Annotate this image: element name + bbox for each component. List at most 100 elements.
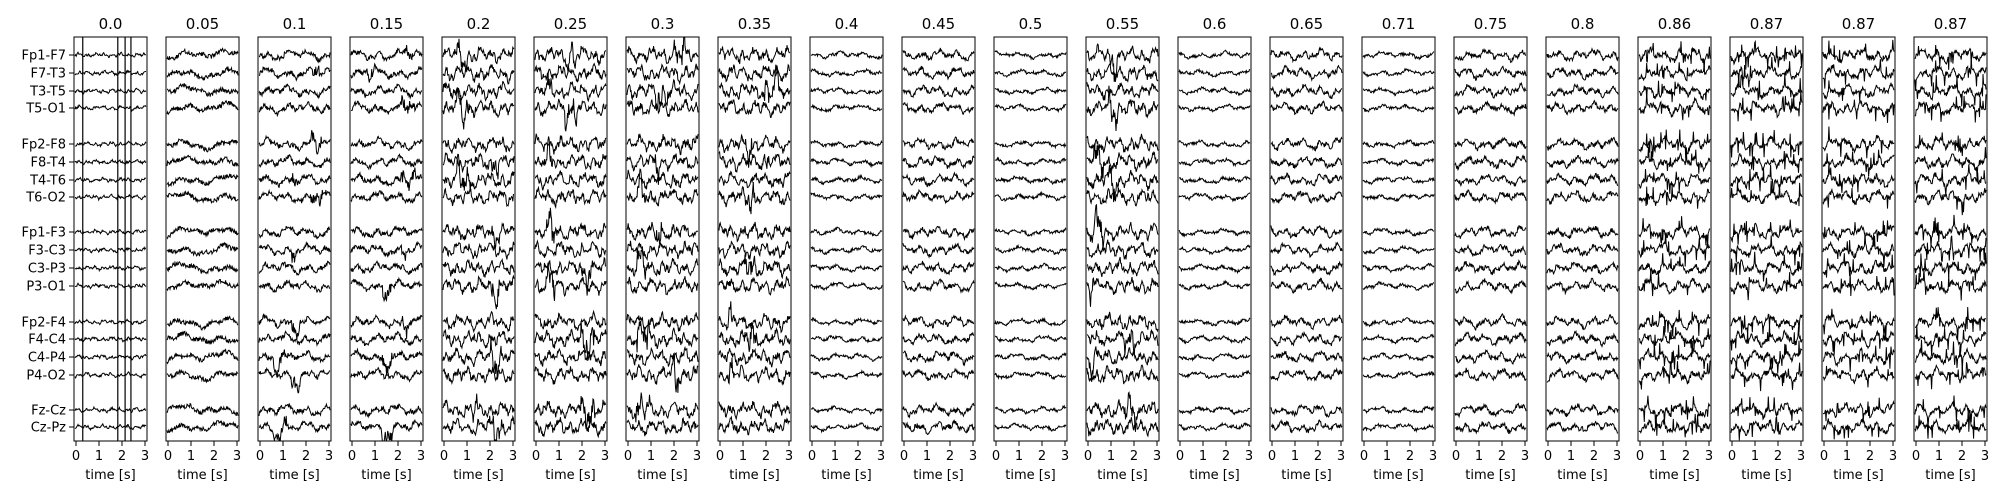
panel-frame <box>349 36 424 442</box>
channel-trace <box>166 348 239 365</box>
channel-trace <box>1730 55 1803 88</box>
x-tick-label: 0 <box>1452 449 1460 464</box>
channel-trace <box>1270 314 1343 331</box>
channel-trace <box>902 331 975 346</box>
channel-trace <box>166 47 239 61</box>
channel-trace <box>1454 348 1527 365</box>
x-tick-label: 1 <box>1015 449 1023 464</box>
channel-trace <box>994 370 1066 381</box>
x-tick-label: 1 <box>463 449 471 464</box>
channel-trace <box>1086 62 1159 83</box>
eeg-panel: 0.4 0 1 2 3 time [s] <box>808 15 885 483</box>
channel-trace <box>626 417 699 437</box>
x-tick-label: 3 <box>1613 449 1621 464</box>
channel-trace <box>902 47 975 63</box>
channel-trace <box>74 158 147 166</box>
channel-trace <box>534 207 607 244</box>
channel-trace <box>442 80 515 102</box>
x-tick-label: 3 <box>1889 449 1897 464</box>
channel-trace <box>350 153 423 171</box>
channel-trace <box>718 45 791 65</box>
channel-trace <box>1914 339 1987 371</box>
x-tick-label: 1 <box>647 449 655 464</box>
panel-frame <box>1545 36 1620 442</box>
x-tick-label: 0 <box>808 449 816 464</box>
channel-trace <box>902 419 975 435</box>
channel-trace <box>1546 329 1619 348</box>
channel-trace <box>350 83 423 100</box>
channel-trace <box>1178 49 1251 60</box>
channel-trace <box>1086 364 1159 385</box>
channel-trace <box>74 140 147 148</box>
channel-trace <box>1178 405 1251 416</box>
channel-trace <box>1362 67 1435 78</box>
channel-trace <box>1822 187 1895 209</box>
channel-trace <box>626 37 699 66</box>
channel-trace <box>902 367 975 381</box>
channel-trace <box>1178 103 1251 113</box>
channel-trace <box>1730 180 1803 207</box>
channel-trace <box>534 185 607 210</box>
channel-trace <box>442 329 515 350</box>
channel-trace <box>1454 402 1527 419</box>
channel-trace <box>1270 419 1343 434</box>
x-tick-label: 1 <box>1935 449 1943 464</box>
channel-trace <box>626 63 699 86</box>
x-tick-label: 2 <box>854 449 862 464</box>
eeg-panel: 0.87 0 1 2 3 time [s] <box>1728 15 1805 483</box>
channel-trace <box>1270 99 1343 116</box>
channel-trace <box>994 227 1067 237</box>
channel-trace <box>1914 407 1987 439</box>
x-tick-label: 3 <box>877 449 885 464</box>
channel-trace <box>1086 239 1159 261</box>
channel-trace <box>626 246 699 280</box>
x-axis-label: time [s] <box>177 468 227 483</box>
channel-trace <box>74 87 147 95</box>
channel-trace <box>1270 403 1343 418</box>
channel-trace <box>810 404 883 416</box>
x-tick-label: 3 <box>693 449 701 464</box>
x-tick-label: 3 <box>1153 449 1161 464</box>
channel-trace <box>1086 187 1159 207</box>
x-axis-label: time [s] <box>1833 468 1883 483</box>
channel-trace <box>74 103 147 112</box>
channel-trace <box>1638 309 1711 337</box>
channel-trace <box>1086 43 1159 82</box>
channel-label: Fp2-F8 <box>22 138 66 153</box>
x-axis-label: time [s] <box>453 468 503 483</box>
channel-trace <box>166 138 239 153</box>
channel-trace <box>166 368 239 384</box>
x-axis-label: time [s] <box>269 468 319 483</box>
channel-trace <box>1914 132 1987 157</box>
panel-title: 0.45 <box>922 15 955 33</box>
channel-trace <box>1270 367 1343 382</box>
panel-frame <box>1637 36 1712 442</box>
channel-trace <box>258 279 331 294</box>
channel-trace <box>810 369 883 381</box>
channel-trace <box>1178 279 1251 292</box>
channel-trace <box>1270 190 1343 205</box>
channel-trace <box>1086 85 1159 132</box>
channel-label: Fp1-F7 <box>22 49 66 64</box>
x-tick-label: 2 <box>118 449 126 464</box>
x-tick-label: 3 <box>1429 449 1437 464</box>
channel-trace <box>1270 155 1343 170</box>
channel-trace <box>1270 83 1343 99</box>
channel-trace <box>1730 129 1803 158</box>
channel-trace <box>994 190 1067 203</box>
x-axis-label: time [s] <box>729 468 779 483</box>
channel-trace <box>1546 260 1619 276</box>
channel-label: P4-O2 <box>26 369 66 384</box>
channel-trace <box>902 350 975 367</box>
x-tick-label: 2 <box>1222 449 1230 464</box>
panel-title: 0.71 <box>1382 15 1415 33</box>
eeg-panel: 0.55 0 1 2 3 time [s] <box>1084 15 1161 483</box>
panel-title: 0.2 <box>467 15 491 33</box>
x-axis-label: time [s] <box>1649 468 1699 483</box>
channel-trace <box>626 221 699 245</box>
eeg-panel: 0.2 0 1 2 3 time [s] <box>440 15 517 483</box>
channel-trace <box>534 41 607 73</box>
x-tick-label: 2 <box>394 449 402 464</box>
x-tick-label: 0 <box>992 449 1000 464</box>
